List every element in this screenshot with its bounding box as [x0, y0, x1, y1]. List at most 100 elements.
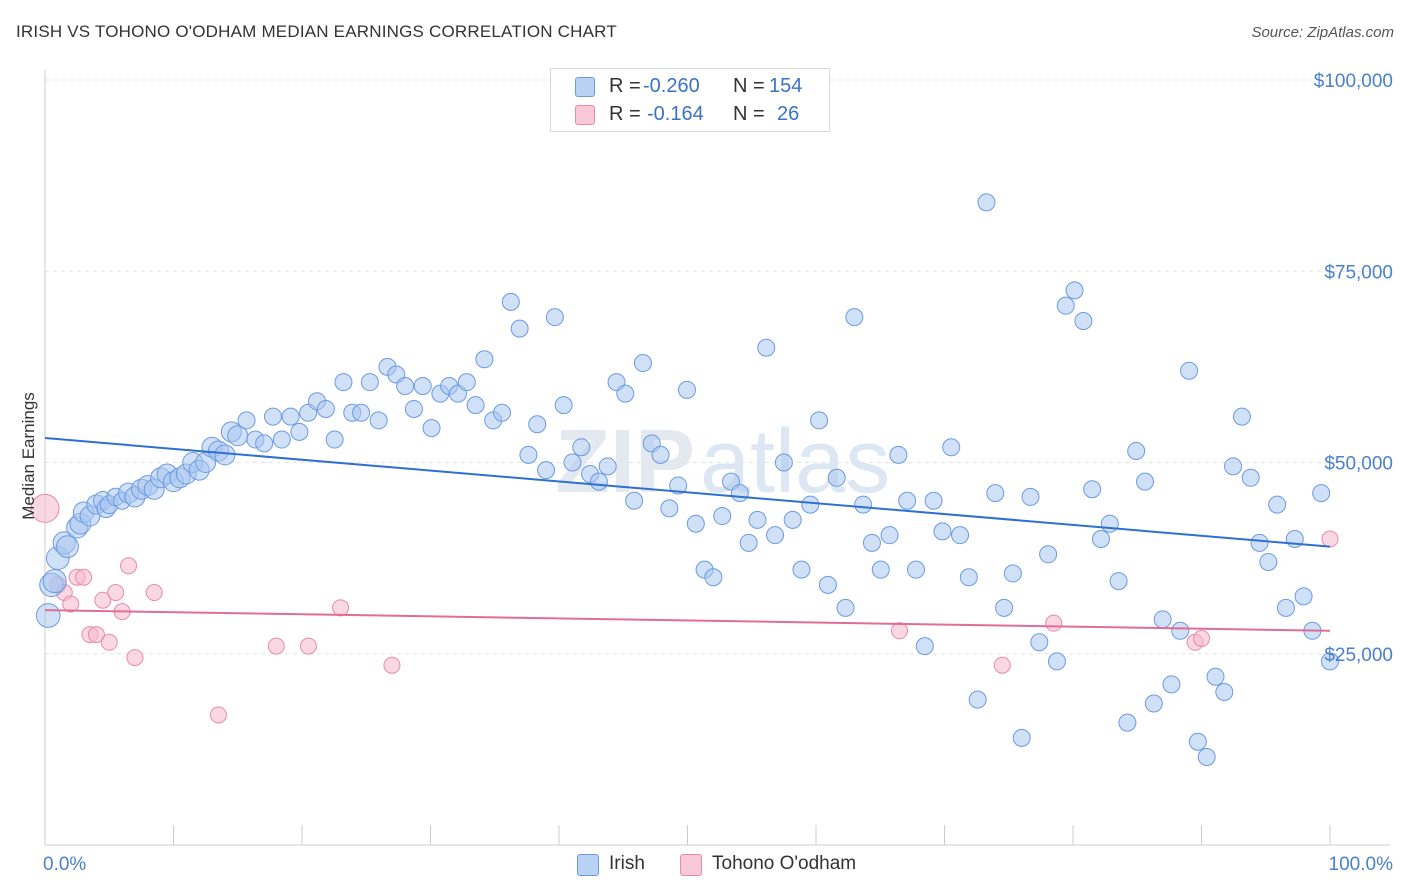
irish-point [1100, 514, 1119, 533]
irish-point [325, 430, 344, 449]
irish-point [915, 637, 934, 656]
irish-point [801, 495, 820, 514]
irish-point [493, 403, 512, 422]
irish-point [686, 514, 705, 533]
irish-point [42, 569, 67, 594]
irish-point [677, 380, 696, 399]
legend-n-label: N = [733, 103, 765, 125]
irish-point [616, 384, 635, 403]
irish-point [352, 403, 371, 422]
irish-point [898, 491, 917, 510]
legend-r-label: R = [609, 75, 641, 97]
legend-label-tohono: Tohono O'odham [712, 853, 857, 874]
irish-point [995, 598, 1014, 617]
tohono-point [1045, 614, 1063, 632]
tohono-point [267, 637, 285, 655]
legend-swatch-tohono [680, 854, 702, 876]
irish-point [572, 438, 591, 457]
y-tick-label: $75,000 [1324, 262, 1393, 283]
gridlines [45, 79, 1390, 655]
irish-point [1091, 530, 1110, 548]
source-credit: Source: ZipAtlas.com [1251, 24, 1394, 41]
tohono-point [94, 591, 112, 609]
y-tick-label: $100,000 [1314, 71, 1393, 92]
irish-point [748, 510, 767, 529]
irish-point [774, 453, 793, 472]
irish-point [862, 533, 881, 552]
irish-point [290, 422, 309, 441]
irish-point [1021, 487, 1040, 506]
y-tick-label: $25,000 [1324, 645, 1393, 666]
tohono-point [62, 595, 80, 613]
y-tick-label: $50,000 [1324, 454, 1393, 475]
irish-point [660, 499, 679, 518]
irish-point [281, 407, 300, 426]
irish-point [933, 522, 952, 541]
irish-point [836, 598, 855, 617]
irish-point [1188, 732, 1207, 751]
irish-point [598, 457, 617, 476]
irish-point [334, 373, 353, 392]
irish-point [1012, 728, 1031, 747]
legend-n-value: 154 [769, 75, 803, 97]
stats-legend: R = -0.260 N = 154 R = -0.164 N = 26 [550, 68, 830, 132]
tohono-point [120, 557, 138, 575]
axes [44, 70, 1390, 846]
irish-point [827, 468, 846, 487]
irish-point [519, 445, 538, 464]
irish-point [704, 568, 723, 587]
irish-point [475, 350, 494, 369]
irish-point [1144, 694, 1163, 713]
irish-point [1224, 457, 1243, 476]
irish-point [739, 533, 758, 552]
legend-r-label: R = [609, 103, 641, 125]
legend-n-label: N = [733, 75, 765, 97]
irish-point [633, 354, 652, 373]
irish-point [1003, 564, 1022, 583]
irish-point [554, 396, 573, 415]
irish-point [986, 484, 1005, 503]
tohono-point [383, 656, 401, 674]
irish-point [1232, 407, 1251, 426]
irish-point [214, 444, 236, 466]
irish-point [237, 411, 256, 430]
tohono-points [30, 493, 1339, 724]
irish-point [1215, 683, 1234, 701]
irish-point [255, 434, 274, 453]
irish-point [783, 510, 802, 529]
irish-point [413, 377, 432, 395]
irish-point [404, 399, 423, 418]
irish-point [889, 445, 908, 464]
irish-point [1259, 552, 1278, 571]
irish-point [1268, 495, 1287, 514]
irish-point [1030, 633, 1049, 652]
irish-point [263, 407, 282, 426]
irish-point [713, 507, 732, 526]
irish-point [766, 526, 785, 545]
irish-point [563, 453, 582, 472]
legend-n-value: 26 [777, 103, 800, 125]
tohono-point [87, 626, 105, 644]
irish-point [845, 308, 864, 327]
irish-point [730, 484, 749, 503]
irish-point [316, 399, 335, 418]
irish-point [977, 193, 996, 212]
irish-point [537, 461, 556, 480]
irish-point [625, 491, 644, 510]
tohono-point [332, 599, 350, 617]
irish-point [56, 535, 79, 559]
irish-point [1118, 713, 1137, 732]
irish-point [528, 415, 547, 434]
tohono-point [145, 584, 163, 602]
irish-point [880, 526, 899, 545]
irish-point [1065, 281, 1084, 300]
trend-lines [44, 437, 1331, 632]
legend-r-value: -0.164 [647, 103, 704, 125]
irish-point [1127, 442, 1146, 461]
irish-trend-line [44, 437, 1331, 548]
legend-swatch-tohono [575, 105, 595, 125]
tohono-point [299, 637, 317, 655]
irish-point [457, 373, 476, 392]
legend-row-tohono: R = -0.164 N = 26 [575, 101, 799, 127]
irish-point [1206, 667, 1225, 686]
